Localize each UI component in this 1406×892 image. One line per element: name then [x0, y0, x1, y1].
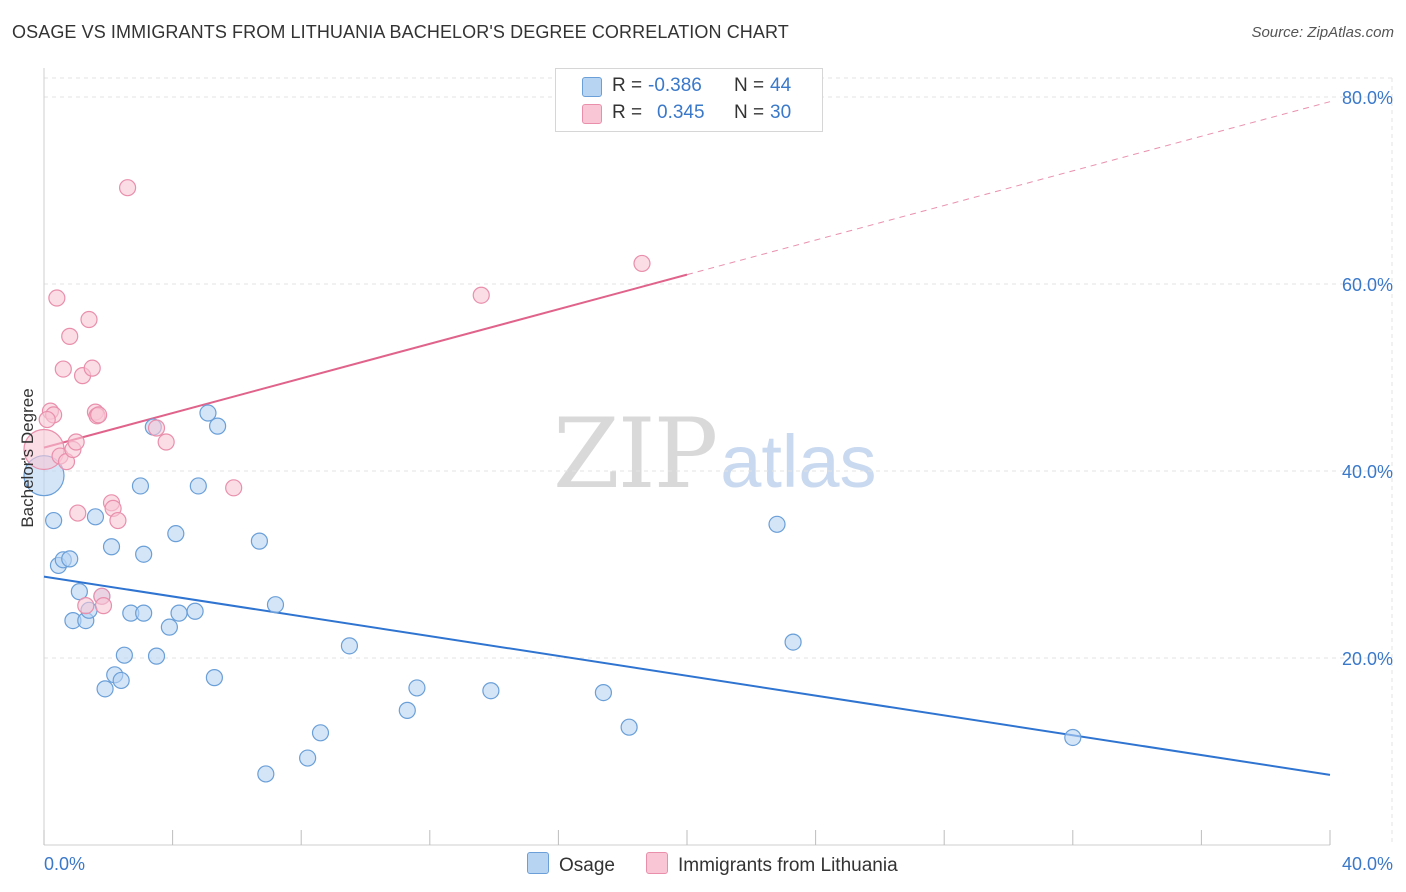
osage-point [167, 525, 185, 543]
osage-point [86, 508, 105, 526]
osage-point [147, 647, 166, 665]
osage-point [199, 404, 217, 422]
osage-n-value: 44 [770, 75, 792, 96]
osage-point [186, 602, 204, 620]
lithuania-point [38, 410, 56, 429]
y-axis-label: Bachelor's Degree [18, 388, 37, 528]
osage-legend-swatch [527, 852, 549, 874]
lithuania-point [118, 179, 137, 197]
osage-point [102, 538, 121, 556]
chart-title: OSAGE VS IMMIGRANTS FROM LITHUANIA BACHE… [12, 22, 789, 42]
osage-trendline [43, 575, 1331, 776]
lithuania-point [94, 597, 113, 615]
osage-point [170, 604, 188, 622]
lithuania-point [109, 511, 127, 530]
osage-point [112, 671, 130, 690]
lithuania-trendline [43, 273, 688, 449]
lithuania-n-value: 30 [770, 102, 792, 123]
legend-item-osage: Osage [527, 852, 615, 877]
lithuania-point [83, 359, 101, 377]
osage-point [594, 683, 613, 702]
osage-point [408, 679, 426, 697]
osage-point [768, 515, 786, 533]
lithuania-point [225, 479, 243, 497]
grid-layer [44, 77, 1393, 845]
osage-point [311, 724, 330, 742]
osage-point [135, 604, 153, 622]
y-tick-label: 60.0% [1342, 275, 1393, 295]
osage-point [398, 701, 416, 719]
trend-layer [43, 101, 1331, 776]
lithuania-point [69, 504, 87, 522]
osage-point [299, 749, 317, 767]
osage-n-label: N = [734, 75, 765, 96]
y-tick-label: 40.0% [1342, 462, 1393, 482]
axis-layer [43, 68, 1331, 846]
tick-label-layer: 20.0% 40.0% 60.0% 80.0% 0.0% 40.0% [44, 88, 1393, 874]
osage-point [115, 646, 133, 664]
x-tick-label: 40.0% [1342, 854, 1393, 874]
lithuania-point [54, 360, 72, 378]
osage-point [160, 618, 178, 636]
lithuania-trendline-extension [686, 101, 1331, 276]
lithuania-legend-label: Immigrants from Lithuania [678, 855, 898, 876]
osage-point [70, 583, 88, 601]
lithuania-point [472, 286, 490, 304]
osage-point [209, 417, 227, 435]
osage-r-value: -0.386 [648, 75, 702, 96]
osage-point [61, 550, 79, 568]
osage-point [482, 682, 500, 700]
correlation-legend: R = -0.386 N = 44 R = 0.345 N = 30 [555, 68, 823, 132]
lithuania-point [90, 406, 108, 424]
osage-swatch [582, 77, 602, 97]
lithuania-point [48, 289, 66, 307]
legend-item-lithuania: Immigrants from Lithuania [646, 852, 898, 877]
source-credit: Source: ZipAtlas.com [1251, 24, 1394, 41]
osage-point [266, 596, 285, 614]
osage-point [1064, 728, 1082, 747]
osage-point [189, 477, 207, 495]
osage-r-label: R = [612, 75, 643, 96]
lithuania-point [633, 254, 651, 273]
lithuania-n-label: N = [734, 102, 765, 123]
lithuania-point [157, 433, 175, 451]
lithuania-point [77, 597, 95, 615]
lithuania-r-value: 0.345 [657, 102, 705, 123]
osage-point [96, 680, 114, 698]
osage-point [45, 511, 63, 530]
osage-point [131, 477, 150, 495]
lithuania-point [80, 310, 98, 329]
y-tick-label: 20.0% [1342, 649, 1393, 669]
point-layer [23, 179, 1082, 783]
osage-legend-label: Osage [559, 855, 615, 876]
osage-point [250, 532, 269, 550]
lithuania-point [67, 433, 85, 451]
lithuania-point [147, 419, 166, 437]
osage-point [135, 545, 153, 563]
lithuania-r-label: R = [612, 102, 643, 123]
osage-point [257, 765, 275, 783]
x-tick-label: 0.0% [44, 854, 85, 874]
osage-point [620, 718, 638, 736]
lithuania-swatch [582, 104, 602, 124]
osage-point [784, 633, 802, 651]
osage-point [205, 669, 223, 687]
osage-point [340, 637, 359, 655]
y-tick-label: 80.0% [1342, 88, 1393, 108]
lithuania-point [61, 327, 79, 345]
lithuania-legend-swatch [646, 852, 668, 874]
